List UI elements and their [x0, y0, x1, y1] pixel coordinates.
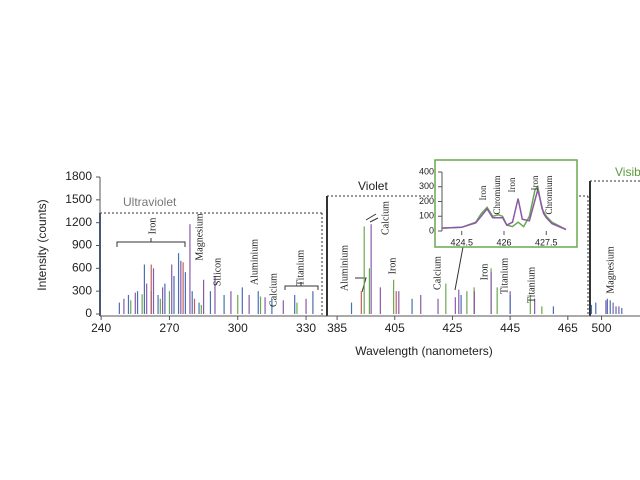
x-tick-label: 427.5 [535, 237, 558, 247]
y-tick-label: 1200 [65, 215, 92, 229]
y-tick-label: 0 [429, 225, 434, 235]
element-label: Calcium [268, 273, 279, 307]
pointer [355, 213, 379, 293]
inset-frame [434, 159, 578, 248]
y-tick-label: 100 [419, 211, 434, 221]
element-label: Titanium [526, 267, 537, 304]
element-label: Titanium [499, 258, 510, 295]
element-label: Magnesium [605, 246, 616, 293]
bracket [284, 282, 319, 290]
x-tick-label: 240 [91, 321, 111, 335]
element-label: Magnesium [194, 213, 205, 260]
x-axis-label: Wavelength (nanometers) [355, 344, 493, 358]
y-tick-label: 1500 [65, 192, 92, 206]
y-tick-label: 900 [72, 238, 92, 252]
x-tick-label: 500 [592, 321, 612, 335]
x-tick-label: 424.5 [450, 237, 473, 247]
x-tick-label: 385 [327, 321, 347, 335]
x-tick-label: 445 [500, 321, 520, 335]
element-label: Iron [479, 264, 490, 281]
intensity-curve [441, 189, 567, 231]
element-label: Chromium [544, 175, 554, 214]
element-label: Calcium [432, 256, 443, 290]
element-label: Silicon [212, 258, 223, 286]
y-tick-label: 1800 [65, 169, 92, 183]
element-label: Iron [478, 185, 488, 200]
y-tick-label: 200 [419, 196, 434, 206]
element-label: Iron [507, 177, 517, 192]
x-tick-label: 465 [558, 321, 578, 335]
x-tick-label: 426 [496, 237, 511, 247]
bracket [116, 238, 186, 247]
y-tick-label: 300 [72, 283, 92, 297]
element-label: Iron [530, 175, 540, 190]
y-tick-label: 400 [419, 166, 434, 176]
y-tick-label: 0 [85, 306, 92, 320]
x-tick-label: 330 [296, 321, 316, 335]
element-label: Aluminium [339, 245, 350, 291]
element-label: Iron [387, 258, 398, 275]
x-tick-label: 425 [442, 321, 462, 335]
inset-pointer [454, 246, 464, 291]
region-label: Violet [358, 179, 388, 193]
element-label: Iron [147, 218, 158, 235]
x-tick-label: 405 [385, 321, 405, 335]
x-tick-label: 270 [159, 321, 179, 335]
y-tick-label: 600 [72, 261, 92, 275]
region-label: Visible [615, 165, 640, 179]
element-label: Calcium [380, 201, 391, 235]
y-tick-label: 300 [419, 181, 434, 191]
element-label: Titanium [295, 250, 306, 287]
element-label: Aluminium [249, 239, 260, 285]
region-label: Ultraviolet [123, 195, 177, 209]
element-label: Chromium [492, 175, 502, 214]
x-tick-label: 300 [228, 321, 248, 335]
y-axis-label: Intensity (counts) [35, 199, 49, 290]
